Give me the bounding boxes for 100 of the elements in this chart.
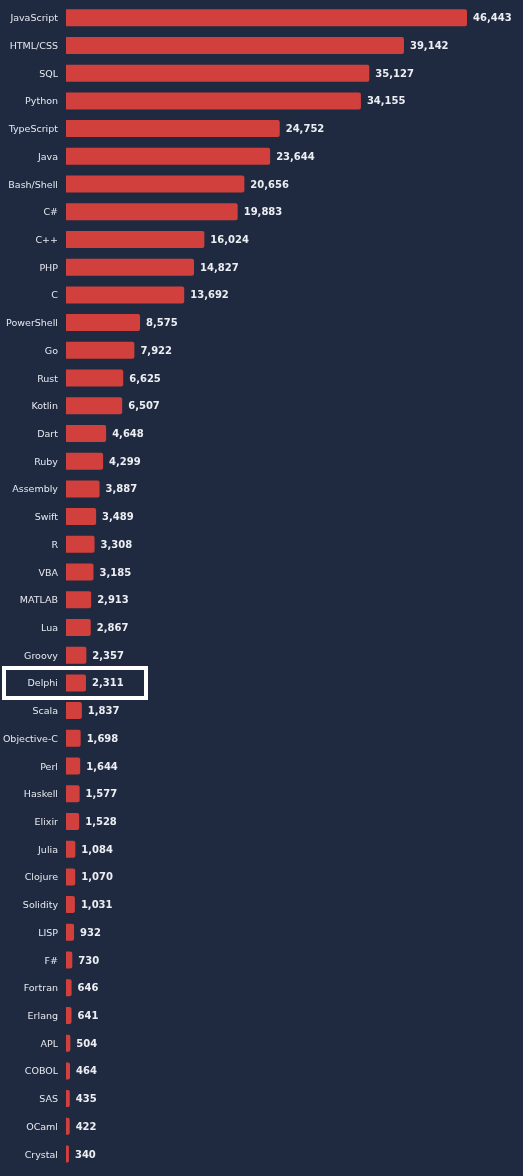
- bar: [66, 674, 86, 692]
- data-label: 6,625: [129, 372, 161, 384]
- bar: [66, 1090, 70, 1108]
- data-label: 641: [77, 1010, 99, 1022]
- data-label: 16,024: [210, 234, 249, 246]
- y-tick-label: MATLAB: [19, 594, 58, 606]
- bar: [66, 230, 205, 248]
- data-label: 39,142: [409, 40, 449, 52]
- bar: [66, 868, 76, 886]
- y-tick-label: Haskell: [23, 788, 58, 800]
- data-label: 20,656: [250, 178, 289, 190]
- y-tick-label: Swift: [34, 511, 59, 523]
- y-tick-label: Scala: [32, 705, 58, 717]
- data-label: 1,698: [86, 732, 119, 744]
- bar: [66, 535, 95, 553]
- bar: [66, 286, 185, 304]
- bar: [66, 369, 124, 387]
- data-label: 504: [76, 1037, 98, 1049]
- bar: [66, 36, 404, 54]
- data-label: 23,644: [276, 150, 315, 162]
- y-tick-label: Julia: [37, 843, 58, 855]
- data-label: 3,308: [100, 538, 133, 550]
- bar: [66, 979, 72, 997]
- data-label: 932: [80, 926, 101, 938]
- data-label: 1,070: [81, 871, 113, 883]
- data-label: 646: [77, 982, 99, 994]
- bar: [66, 480, 100, 498]
- y-tick-label: Groovy: [24, 649, 59, 661]
- bar: [66, 646, 87, 664]
- data-label: 34,155: [366, 95, 406, 107]
- bar: [66, 341, 135, 359]
- data-label: 340: [74, 1148, 96, 1160]
- bar: [66, 702, 82, 720]
- y-tick-label: F#: [44, 954, 59, 966]
- data-label: 19,883: [243, 206, 283, 218]
- y-tick-label: Dart: [37, 427, 59, 439]
- y-tick-label: Elixir: [34, 815, 59, 827]
- y-tick-label: OCaml: [26, 1120, 58, 1132]
- bar: [66, 64, 370, 82]
- data-label: 1,644: [86, 760, 118, 772]
- y-tick-label: Bash/Shell: [8, 178, 58, 190]
- bar: [66, 729, 81, 747]
- data-label: 730: [78, 954, 100, 966]
- y-tick-label: C#: [43, 206, 59, 218]
- y-tick-label: Python: [25, 95, 58, 107]
- bar: [66, 591, 92, 609]
- data-label: 6,507: [128, 400, 160, 412]
- y-tick-label: TypeScript: [7, 123, 59, 135]
- y-tick-label: Objective-C: [2, 732, 59, 744]
- y-tick-label: Clojure: [24, 871, 59, 883]
- y-tick-label: Erlang: [27, 1009, 58, 1021]
- data-label: 464: [76, 1065, 97, 1077]
- bar: [66, 618, 91, 636]
- data-label: 14,827: [200, 261, 239, 273]
- bar: [66, 120, 280, 138]
- y-tick-label: Crystal: [24, 1148, 58, 1160]
- data-label: 4,299: [109, 455, 141, 467]
- bar: [66, 1062, 71, 1080]
- data-label: 422: [75, 1120, 97, 1132]
- bar: [66, 175, 245, 193]
- bar: [66, 563, 94, 581]
- bar: [66, 785, 80, 803]
- bar: [66, 314, 141, 332]
- y-tick-label: C++: [35, 233, 58, 245]
- bar: [66, 147, 271, 165]
- y-tick-label: JavaScript: [9, 12, 59, 24]
- data-label: 13,692: [190, 289, 229, 301]
- data-label: 3,887: [105, 483, 138, 495]
- data-label: 435: [75, 1093, 97, 1105]
- y-tick-label: Delphi: [27, 677, 58, 689]
- y-tick-label: Go: [44, 344, 59, 356]
- bar: [66, 258, 195, 276]
- y-tick-label: R: [51, 538, 59, 550]
- data-label: 1,837: [87, 705, 120, 717]
- bar: [66, 1117, 70, 1135]
- y-tick-label: C: [51, 289, 59, 301]
- data-label: 2,357: [92, 649, 125, 661]
- data-label: 2,913: [97, 594, 129, 606]
- bar: [66, 1006, 72, 1024]
- bar: [66, 757, 81, 775]
- y-tick-label: Rust: [37, 372, 59, 384]
- bar: [66, 840, 76, 858]
- data-label: 1,577: [85, 788, 118, 800]
- data-label: 3,489: [102, 511, 134, 523]
- data-label: 2,311: [91, 677, 124, 689]
- data-label: 4,648: [112, 428, 144, 440]
- y-tick-label: Assembly: [12, 483, 59, 495]
- bar: [66, 424, 107, 442]
- y-tick-label: LISP: [38, 926, 59, 938]
- y-tick-label: Lua: [41, 621, 58, 633]
- data-label: 8,575: [146, 317, 178, 329]
- data-label: 1,528: [85, 816, 117, 828]
- data-label: 3,185: [99, 566, 132, 578]
- bar: [66, 923, 75, 941]
- data-label: 2,867: [96, 622, 129, 634]
- data-label: 7,922: [140, 344, 173, 356]
- y-tick-label: Java: [36, 150, 58, 162]
- data-label: 1,031: [80, 899, 113, 911]
- bar: [66, 203, 238, 221]
- bar: [66, 452, 104, 470]
